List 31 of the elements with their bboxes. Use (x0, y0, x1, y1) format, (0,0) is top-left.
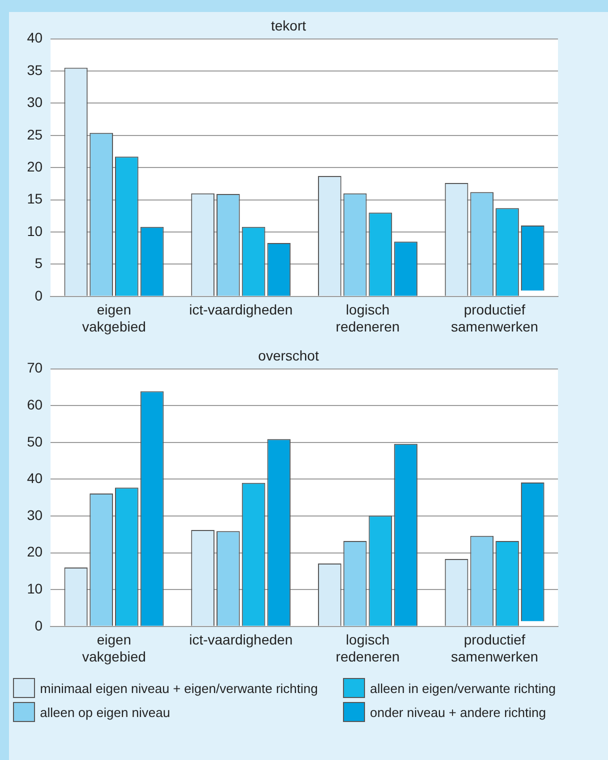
y-tick-label: 35 (26, 62, 43, 78)
y-tick-label: 0 (34, 617, 43, 634)
x-tick-label: ict-vaardigheden (189, 302, 293, 318)
y-tick-label: 20 (26, 158, 43, 174)
y-tick-label: 0 (34, 287, 43, 304)
y-tick-label: 40 (26, 470, 43, 486)
y-tick-label: 30 (26, 506, 43, 523)
x-tick-label: logisch redeneren (336, 302, 400, 334)
y-tick-label: 60 (26, 396, 43, 412)
y-tick-label: 10 (26, 222, 43, 239)
x-tick-label: ict-vaardigheden (189, 632, 293, 648)
chart-title: overschot (258, 347, 319, 364)
legend-label: alleen op eigen niveau (40, 704, 170, 720)
chart-title: tekort (270, 17, 306, 34)
y-tick-label: 25 (26, 126, 43, 142)
y-tick-label: 20 (26, 544, 43, 560)
y-tick-label: 70 (26, 360, 43, 376)
y-tick-label: 30 (26, 94, 43, 110)
x-tick-label: productief samenwerken (450, 632, 538, 664)
y-tick-label: 5 (34, 255, 43, 272)
y-tick-label: 15 (26, 190, 43, 207)
x-tick-label: logisch redeneren (336, 632, 400, 664)
y-tick-label: 50 (26, 433, 43, 450)
legend-label: minimaal eigen niveau + eigen/verwante richting (40, 680, 318, 696)
x-tick-label: productief samenwerken (450, 302, 538, 334)
y-tick-label: 10 (26, 580, 43, 596)
x-tick-label: eigen vakgebied (82, 632, 146, 664)
legend-label: alleen in eigen/verwante richting (370, 680, 556, 696)
y-tick-label: 40 (26, 30, 43, 46)
legend-label: onder niveau + andere richting (370, 704, 546, 720)
x-tick-label: eigen vakgebied (82, 302, 146, 334)
